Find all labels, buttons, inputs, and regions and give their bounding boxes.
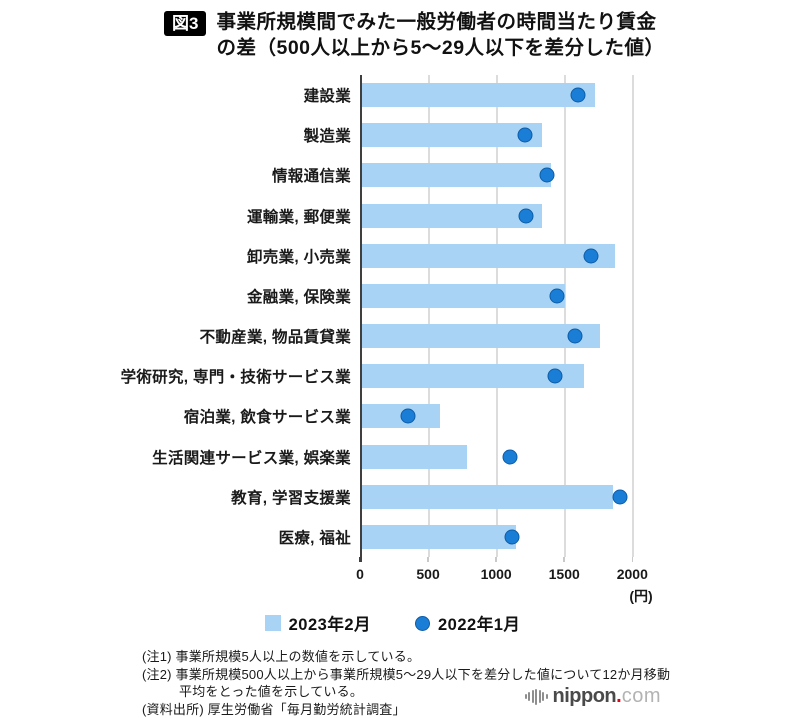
bar-2023年2月 <box>362 123 542 147</box>
dot-2022年1月 <box>400 409 415 424</box>
legend-label: 2023年2月 <box>289 611 371 635</box>
bar-2023年2月 <box>362 445 467 469</box>
soundwave-bar-0 <box>525 694 527 699</box>
soundwave-bar-1 <box>528 692 530 701</box>
x-tick-label-500: 500 <box>416 566 439 582</box>
category-label: 情報通信業 <box>272 164 351 186</box>
x-tick-label-0: 0 <box>356 566 364 582</box>
dot-2022年1月 <box>519 208 534 223</box>
category-label: 金融業, 保険業 <box>247 285 351 307</box>
legend-item-2023年2月: 2023年2月 <box>265 611 371 635</box>
category-label: 学術研究, 専門・技術サービス業 <box>121 365 351 387</box>
chart-legend: 2023年2月 2022年1月 <box>0 611 785 635</box>
category-label: 教育, 学習支援業 <box>231 486 351 508</box>
chart-title-line2: の差（500人以上から5～29人以下を差分した値） <box>216 35 664 61</box>
category-label: 生活関連サービス業, 娯楽業 <box>152 446 351 468</box>
category-label: 運輸業, 郵便業 <box>247 205 351 227</box>
dot-2022年1月 <box>613 489 628 504</box>
category-label: 建設業 <box>304 84 351 106</box>
bar-2023年2月 <box>362 244 615 268</box>
chart-title: 事業所規模間でみた一般労働者の時間当たり賃金 の差（500人以上から5～29人以… <box>216 9 664 61</box>
axis-tick-1000 <box>495 557 497 562</box>
bar-2023年2月 <box>362 163 551 187</box>
dot-2022年1月 <box>547 369 562 384</box>
chart-row: 製造業 <box>360 115 650 155</box>
chart-row: 教育, 学習支援業 <box>360 477 650 517</box>
x-axis-unit: (円) <box>629 586 652 606</box>
soundwave-bar-3 <box>535 689 537 705</box>
chart-row: 生活関連サービス業, 娯楽業 <box>360 437 650 477</box>
dot-2022年1月 <box>502 449 517 464</box>
axis-tick-500 <box>427 557 429 562</box>
dot-2022年1月 <box>539 168 554 183</box>
chart-row: 医療, 福祉 <box>360 517 650 557</box>
footnote-line-1: (注1) 事業所規模5人以上の数値を示している。 <box>142 648 670 666</box>
bar-2023年2月 <box>362 284 565 308</box>
axis-tick-0 <box>359 557 361 562</box>
plot-rows: 建設業製造業情報通信業運輸業, 郵便業卸売業, 小売業金融業, 保険業不動産業,… <box>360 75 650 557</box>
chart-row: 情報通信業 <box>360 155 650 195</box>
logo-tld-text: com <box>622 685 661 708</box>
chart-row: 宿泊業, 飲食サービス業 <box>360 396 650 436</box>
chart-row: 建設業 <box>360 75 650 115</box>
soundwave-bar-5 <box>542 692 544 701</box>
bar-chart: 建設業製造業情報通信業運輸業, 郵便業卸売業, 小売業金融業, 保険業不動産業,… <box>360 75 650 557</box>
axis-tick-1500 <box>563 557 565 562</box>
dot-2022年1月 <box>517 128 532 143</box>
category-label: 医療, 福祉 <box>279 526 351 548</box>
bar-2023年2月 <box>362 324 600 348</box>
category-label: 製造業 <box>304 124 351 146</box>
dot-2022年1月 <box>505 529 520 544</box>
chart-title-line1: 事業所規模間でみた一般労働者の時間当たり賃金 <box>216 9 664 35</box>
chart-row: 運輸業, 郵便業 <box>360 196 650 236</box>
category-label: 宿泊業, 飲食サービス業 <box>184 405 351 427</box>
chart-row: 学術研究, 専門・技術サービス業 <box>360 356 650 396</box>
soundwave-bar-2 <box>532 690 534 703</box>
chart-row: 金融業, 保険業 <box>360 276 650 316</box>
x-tick-label-1000: 1000 <box>481 566 512 582</box>
chart-row: 卸売業, 小売業 <box>360 236 650 276</box>
x-tick-label-2000: 2000 <box>617 566 648 582</box>
dot-2022年1月 <box>550 288 565 303</box>
legend-item-2022年1月: 2022年1月 <box>415 611 520 635</box>
legend-square-swatch <box>265 615 281 631</box>
soundwave-icon <box>525 689 548 705</box>
soundwave-bar-4 <box>539 690 541 703</box>
bar-2023年2月 <box>362 204 542 228</box>
chart-row: 不動産業, 物品賃貸業 <box>360 316 650 356</box>
nippon-com-logo: nippon.com <box>525 685 662 708</box>
bar-2023年2月 <box>362 525 516 549</box>
dot-2022年1月 <box>570 88 585 103</box>
figure-header: 図3 事業所規模間でみた一般労働者の時間当たり賃金 の差（500人以上から5～2… <box>164 9 665 61</box>
dot-2022年1月 <box>584 248 599 263</box>
legend-label: 2022年1月 <box>438 611 520 635</box>
y-axis-line <box>360 75 362 562</box>
bar-2023年2月 <box>362 485 613 509</box>
x-tick-label-1500: 1500 <box>549 566 580 582</box>
soundwave-bar-6 <box>546 694 548 699</box>
logo-name-text: nippon <box>553 685 617 708</box>
figure-number-badge: 図3 <box>164 11 206 36</box>
bar-2023年2月 <box>362 83 595 107</box>
footnote-line-2: (注2) 事業所規模500人以上から事業所規模5～29人以下を差分した値について… <box>142 666 670 684</box>
category-label: 卸売業, 小売業 <box>247 245 351 267</box>
legend-dot-swatch <box>415 616 430 631</box>
dot-2022年1月 <box>568 329 583 344</box>
axis-tick-2000 <box>632 557 634 562</box>
category-label: 不動産業, 物品賃貸業 <box>200 325 351 347</box>
